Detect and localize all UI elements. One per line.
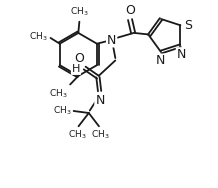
Text: N: N [95,94,105,107]
Text: CH$_3$: CH$_3$ [49,88,68,100]
Text: N: N [155,55,165,67]
Text: CH$_3$: CH$_3$ [68,129,87,141]
Text: CH$_3$: CH$_3$ [53,105,72,117]
Text: CH$_3$: CH$_3$ [91,129,109,141]
Text: O: O [74,52,84,65]
Text: CH$_3$: CH$_3$ [70,6,89,18]
Text: CH$_3$: CH$_3$ [29,30,48,43]
Text: S: S [184,19,192,32]
Text: N: N [107,33,116,46]
Text: O: O [125,4,135,17]
Text: H: H [72,64,80,74]
Text: N: N [177,48,186,61]
